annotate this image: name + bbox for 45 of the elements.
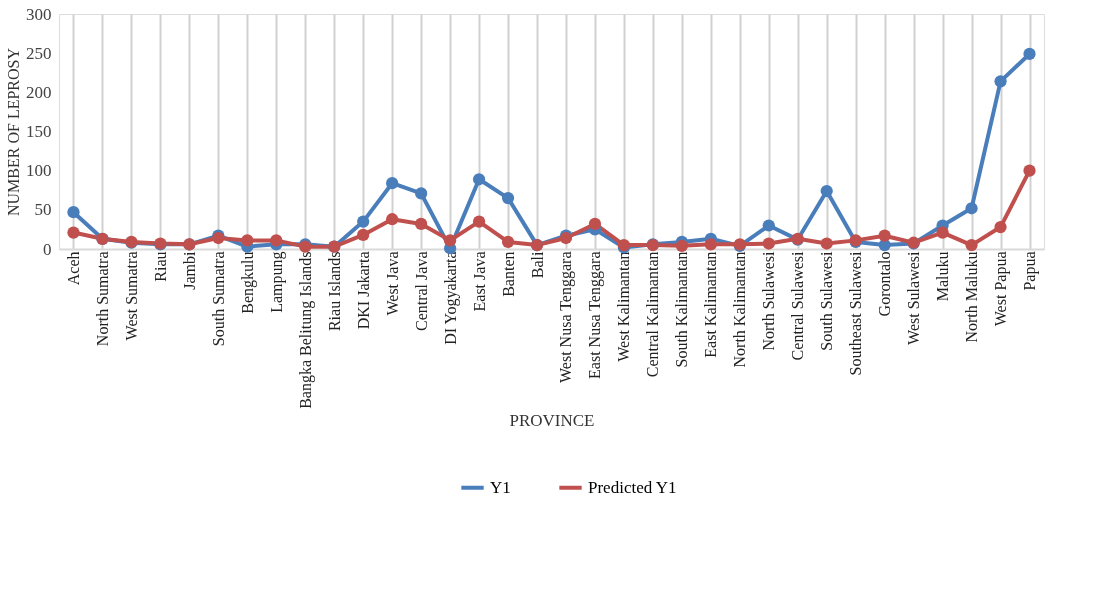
x-tick-label: Lampung	[267, 251, 286, 313]
legend-label: Y1	[490, 477, 511, 497]
x-tick-label: West Java	[383, 251, 401, 316]
x-tick-label: West Kalimantan	[615, 251, 633, 362]
x-tick-label: South Sulawesi	[818, 250, 836, 351]
x-tick-label: West Nusa Tenggara	[557, 251, 576, 383]
y-tick-label: 50	[34, 200, 52, 220]
x-axis-title: PROVINCE	[509, 410, 595, 430]
x-tick-label: Papua	[1021, 251, 1040, 291]
x-tick-label: West Sulawesi	[905, 250, 923, 345]
x-tick-label: Riau	[151, 251, 169, 282]
x-tick-label: North Maluku	[963, 251, 981, 343]
x-tick-label: North Kalimantan	[731, 251, 749, 368]
x-tick-label: West Papua	[992, 251, 1011, 327]
y-axis-title: NUMBER OF LEPROSY	[5, 47, 22, 217]
x-tick-label: Gorontalo	[876, 251, 894, 317]
x-tick-label: North Sulawesi	[760, 250, 778, 351]
x-tick-label: Southeast Sulawesi	[847, 250, 865, 376]
x-tick-label: Central Java	[412, 251, 430, 332]
x-tick-label: DKI Jakarta	[354, 251, 372, 330]
x-tick-label: DI Yogyakarta	[441, 251, 460, 345]
x-tick-label: Riau Islands	[325, 251, 343, 332]
y-tick-label: 0	[43, 239, 52, 259]
y-tick-label: 100	[26, 161, 52, 181]
x-tick-label: East Java	[470, 251, 488, 312]
y-tick-label: 200	[26, 82, 52, 102]
y-tick-label: 300	[26, 4, 52, 24]
x-tick-label: Bali	[528, 250, 546, 279]
y-tick-label: 250	[26, 43, 52, 63]
x-tick-label: Central Kalimantan	[644, 251, 662, 378]
legend-label: Predicted Y1	[588, 477, 677, 497]
y-tick-label: 150	[26, 122, 52, 141]
x-tick-label: West Sumatra	[122, 251, 140, 341]
x-tick-label: Maluku	[934, 251, 952, 302]
x-tick-label: East Nusa Tenggara	[586, 251, 605, 379]
x-tick-label: South Sumatra	[209, 251, 227, 347]
x-tick-label: Central Sulawesi	[789, 250, 807, 361]
x-tick-label: East Kalimantan	[702, 251, 720, 358]
x-tick-label: Banten	[499, 251, 517, 297]
x-tick-label: Jambi	[180, 250, 198, 290]
x-tick-label: Aceh	[64, 251, 82, 286]
x-tick-label: Bangka Belitung Islands	[296, 251, 315, 409]
x-tick-label: North Sumatra	[93, 251, 111, 347]
x-tick-label: South Kalimantan	[673, 251, 691, 368]
x-tick-label: Bengkulu	[238, 251, 257, 314]
